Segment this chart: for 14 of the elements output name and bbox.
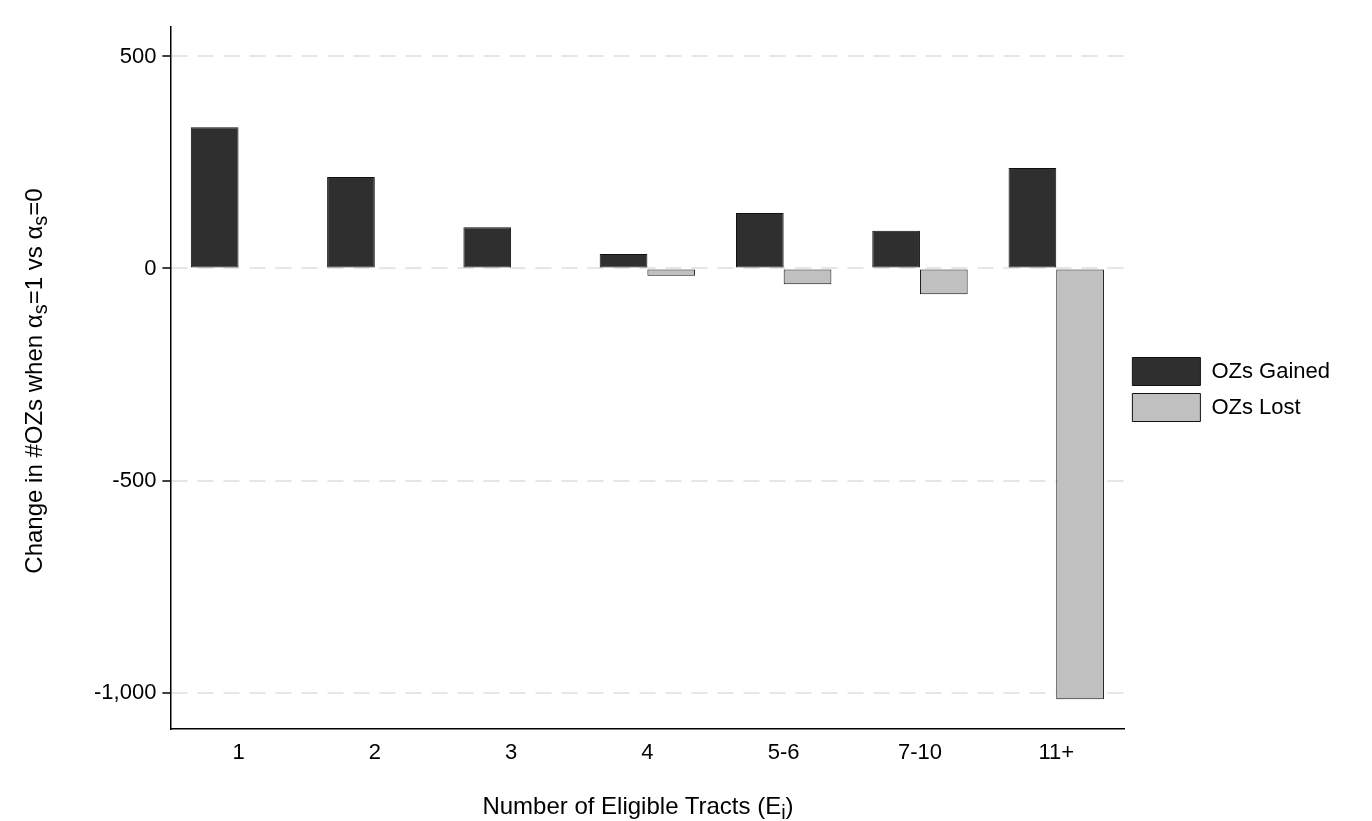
y-tick-label: 0 — [144, 254, 157, 280]
legend-label: OZs Lost — [1211, 393, 1301, 419]
x-axis-title: Number of Eligible Tracts (E$_{i}$) — [482, 791, 794, 821]
x-tick-label: 1 — [232, 738, 245, 764]
y-tick-label: 500 — [119, 42, 157, 68]
y-tick-label: -500 — [112, 466, 157, 492]
x-tick-label: 4 — [641, 738, 654, 764]
x-tick-label: 2 — [368, 738, 381, 764]
legend-label: OZs Gained — [1211, 357, 1330, 383]
x-tick-label: 7-10 — [897, 738, 942, 764]
y-tick-label: -1,000 — [93, 678, 157, 704]
x-tick-label: 5-6 — [767, 738, 800, 764]
x-tick-label: 11+ — [1038, 738, 1075, 764]
x-tick-label: 3 — [504, 738, 518, 764]
